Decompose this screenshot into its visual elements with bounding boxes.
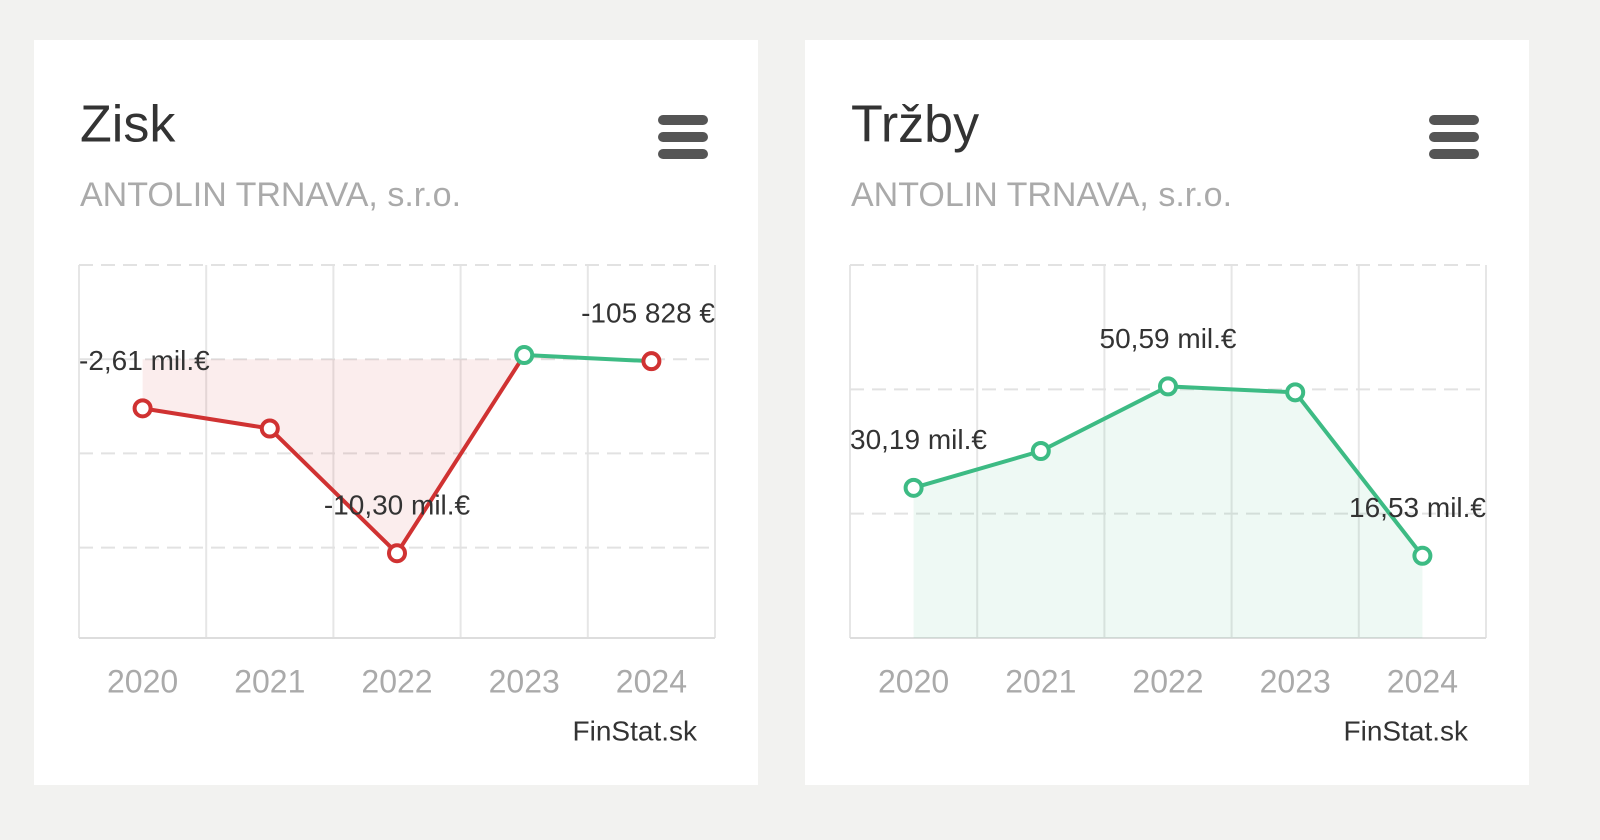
x-tick-label: 2024	[1387, 663, 1458, 699]
data-label: -2,61 mil.€	[79, 345, 210, 376]
data-label: 30,19 mil.€	[850, 424, 987, 455]
data-point	[641, 351, 662, 372]
data-point	[1412, 545, 1433, 566]
data-point	[132, 398, 153, 419]
menu-bar	[1429, 115, 1479, 125]
chart-title: Tržby	[851, 96, 979, 154]
x-tick-label: 2020	[107, 663, 178, 699]
x-tick-label: 2021	[1005, 663, 1076, 699]
area	[913, 386, 1423, 638]
line-segment	[522, 353, 654, 364]
card-background	[805, 40, 1529, 785]
menu-button[interactable]	[1429, 115, 1479, 159]
x-tick-label: 2021	[234, 663, 305, 699]
chart-title: Zisk	[80, 96, 176, 154]
x-tick-label: 2023	[1260, 663, 1331, 699]
data-point	[387, 543, 407, 564]
line-segment	[1293, 390, 1425, 558]
area	[142, 355, 652, 554]
menu-bar	[658, 132, 708, 142]
data-point	[1285, 382, 1306, 403]
menu-bar	[658, 115, 708, 125]
menu-bar	[658, 149, 708, 159]
data-point	[259, 418, 280, 439]
line-segment	[1038, 384, 1170, 454]
x-tick-label: 2020	[878, 663, 949, 699]
data-point	[903, 477, 924, 498]
line-segment	[140, 406, 272, 431]
data-label: -105 828 €	[581, 298, 715, 329]
menu-bar	[1429, 132, 1479, 142]
line-segment	[911, 449, 1043, 490]
data-label: 16,53 mil.€	[1349, 492, 1486, 523]
source-credit: FinStat.sk	[573, 715, 698, 746]
data-label: -10,30 mil.€	[324, 490, 471, 521]
menu-bar	[1429, 149, 1479, 159]
chart-card: Zisk ANTOLIN TRNAVA, s.r.o. 2020 -2,61 mil.…	[34, 40, 758, 785]
x-tick-label: 2024	[616, 663, 687, 699]
data-label: 50,59 mil.€	[1100, 323, 1237, 354]
line-segment	[267, 426, 399, 556]
menu-button[interactable]	[658, 115, 708, 159]
data-point	[514, 345, 535, 366]
x-tick-label: 2023	[489, 663, 560, 699]
chart-subtitle: ANTOLIN TRNAVA, s.r.o.	[80, 176, 461, 214]
x-tick-label: 2022	[1132, 663, 1203, 699]
data-point	[1158, 376, 1178, 397]
data-point	[1030, 441, 1051, 462]
chart-card: Tržby ANTOLIN TRNAVA, s.r.o. 2020 30,19 mil…	[805, 40, 1529, 785]
chart-subtitle: ANTOLIN TRNAVA, s.r.o.	[851, 176, 1232, 214]
line-segment	[395, 353, 527, 556]
x-tick-label: 2022	[361, 663, 432, 699]
card-background	[34, 40, 758, 785]
source-credit: FinStat.sk	[1344, 715, 1469, 746]
line-segment	[1166, 384, 1298, 395]
